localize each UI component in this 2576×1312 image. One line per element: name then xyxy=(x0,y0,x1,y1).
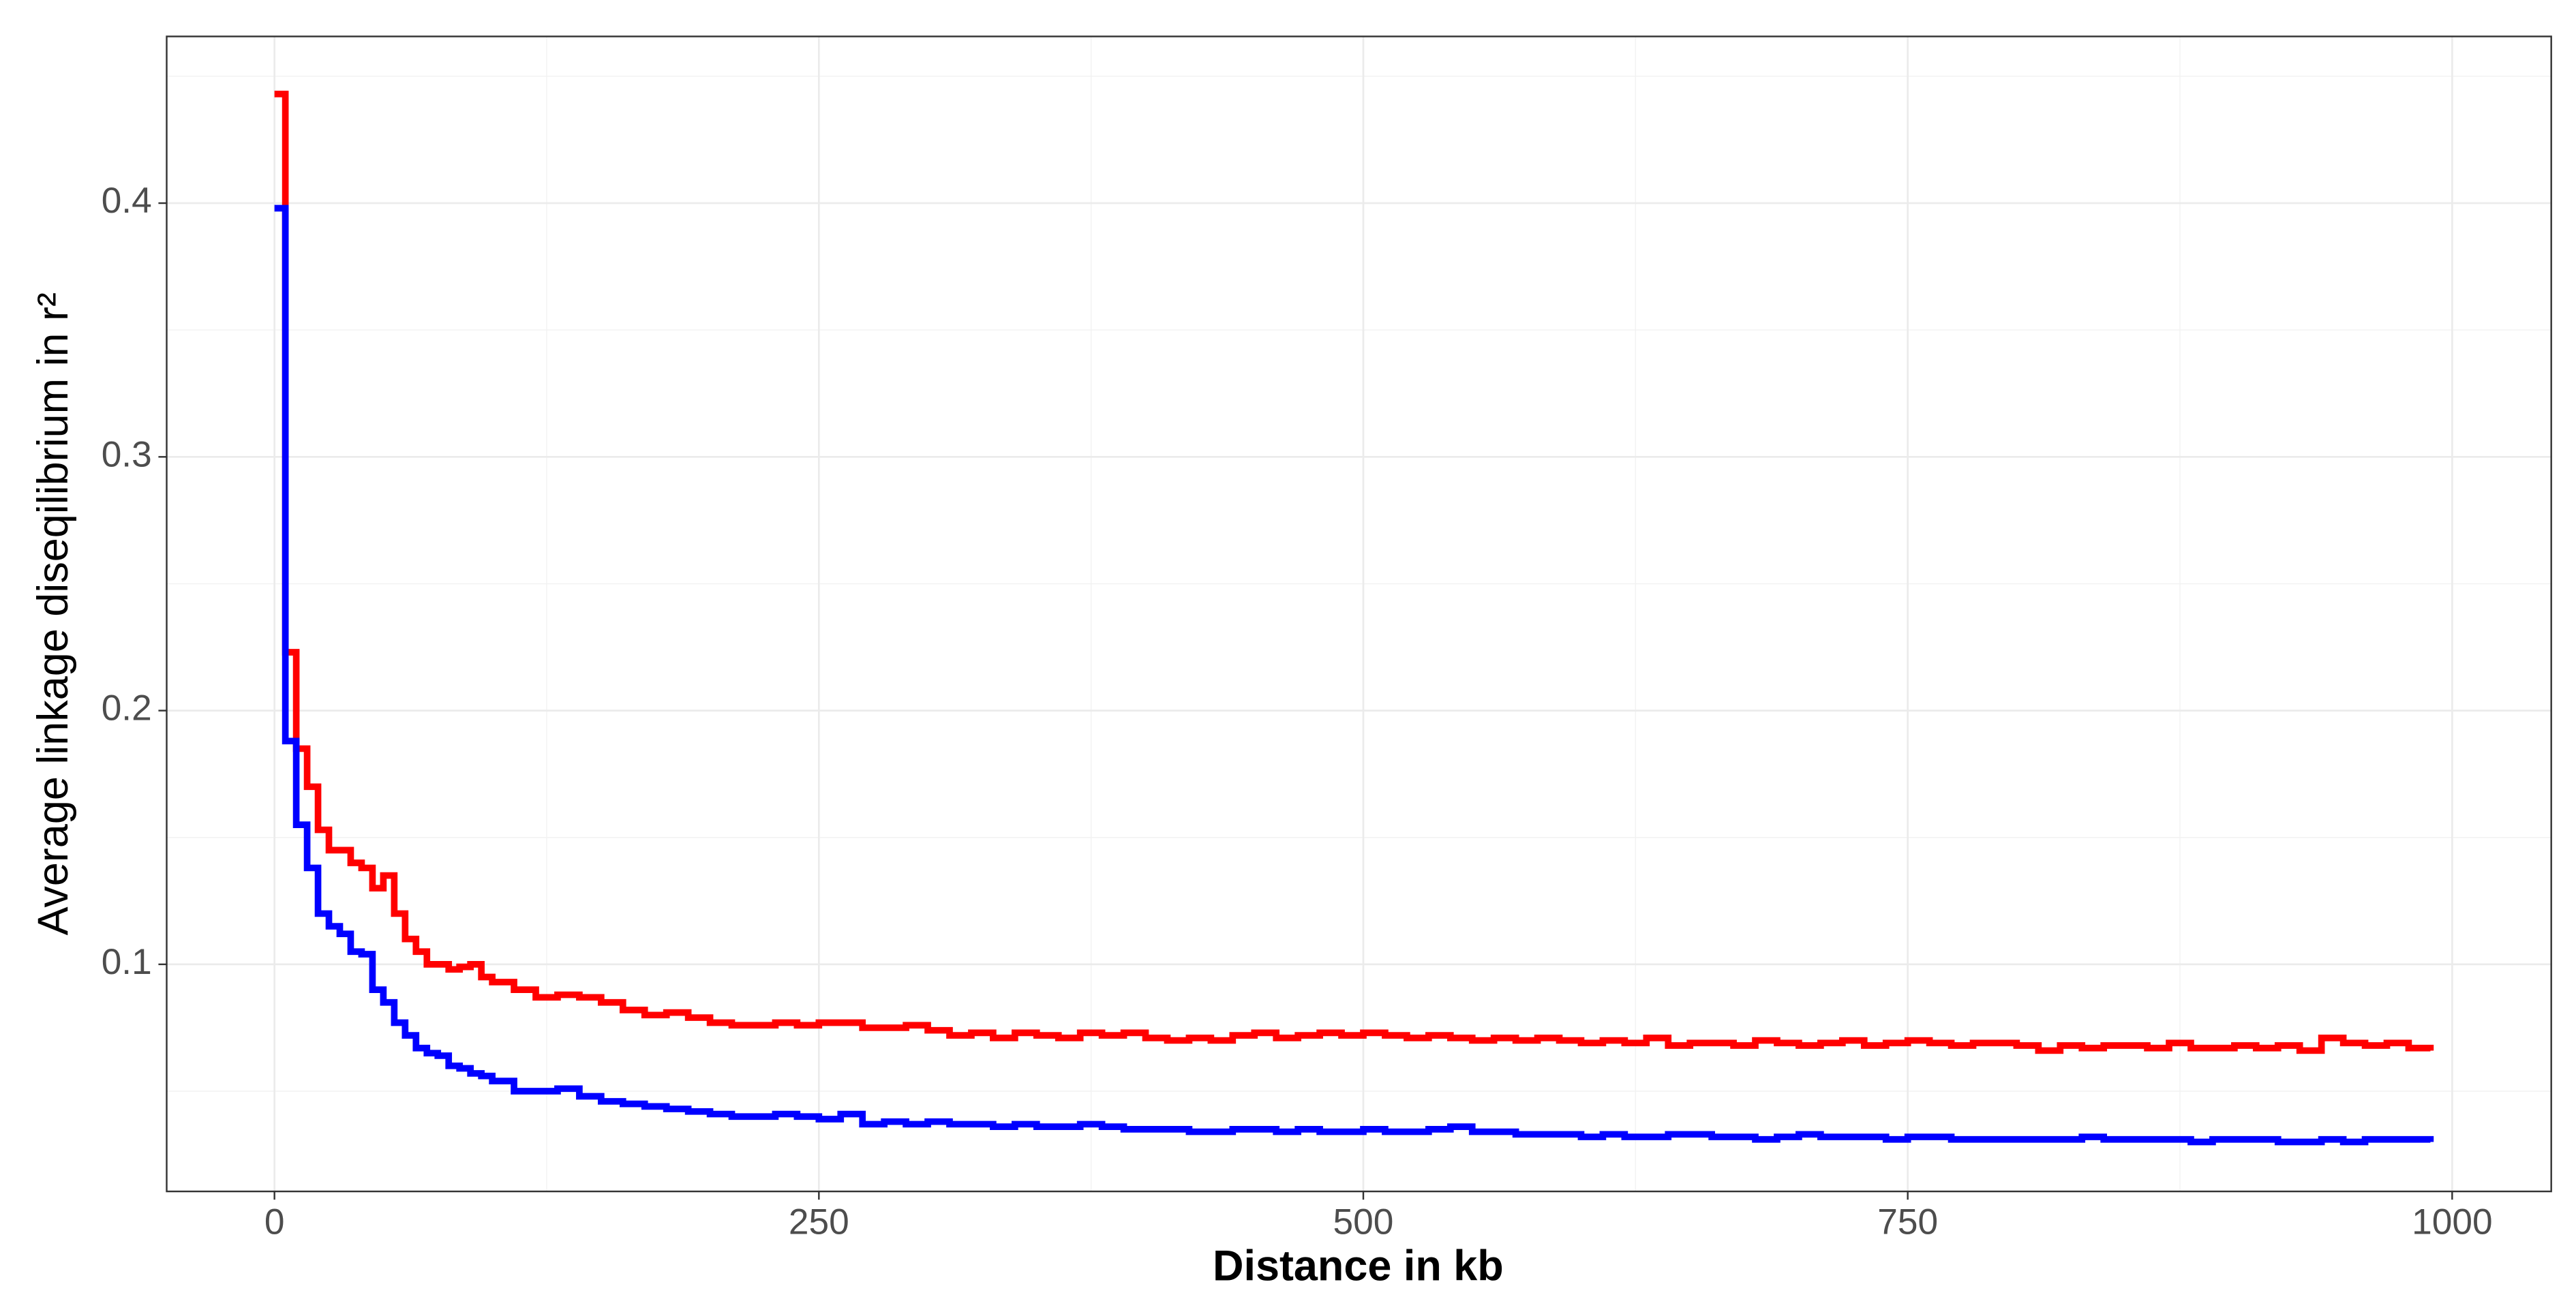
panel-border xyxy=(166,35,2552,1193)
x-tick-label: 0 xyxy=(264,1202,285,1242)
y-axis-title: Average linkage diseqilibrium in r² xyxy=(29,292,77,935)
x-axis-title: Distance in kb xyxy=(1213,1242,1504,1290)
y-tick-label: 0.1 xyxy=(102,942,152,982)
grid xyxy=(166,36,2551,1192)
step-line xyxy=(274,91,2434,1054)
axes: 0 250 500 750 1000 0.1 0.2 0.3 0.4 xyxy=(102,181,2493,1242)
y-tick-label: 0.3 xyxy=(102,434,152,474)
x-tick-label: 1000 xyxy=(2412,1202,2492,1242)
x-tick-label: 500 xyxy=(1333,1202,1394,1242)
y-tick-label: 0.2 xyxy=(102,688,152,729)
x-tick-label: 250 xyxy=(789,1202,849,1242)
lines xyxy=(274,91,2434,1146)
x-tick-label: 750 xyxy=(1877,1202,1938,1242)
step-line xyxy=(274,204,2434,1146)
y-tick-label: 0.4 xyxy=(102,181,152,221)
